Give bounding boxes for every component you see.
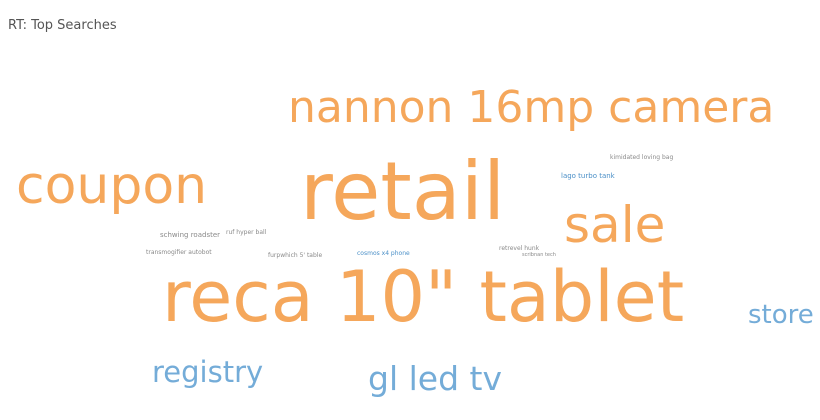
word-coupon[interactable]: coupon xyxy=(16,160,207,212)
word-schwing-roadster[interactable]: schwing roadster xyxy=(160,232,220,239)
word-gl-led-tv[interactable]: gl led tv xyxy=(368,362,502,395)
word-sale[interactable]: sale xyxy=(564,200,665,250)
word-ruf-hyper-ball[interactable]: ruf hyper ball xyxy=(226,230,266,236)
panel-title: RT: Top Searches xyxy=(8,18,117,33)
word-nannon-16mp-camera[interactable]: nannon 16mp camera xyxy=(288,86,774,130)
word-retail[interactable]: retail xyxy=(300,152,505,232)
word-scribnan-tech[interactable]: scribnan tech xyxy=(522,253,556,258)
word-lago-turbo-tank[interactable]: lago turbo tank xyxy=(561,173,615,180)
word-reca-10-tablet[interactable]: reca 10" tablet xyxy=(162,262,684,332)
word-kimidated-loving-bag[interactable]: kimidated loving bag xyxy=(610,155,673,161)
word-cosmos-x4-phone[interactable]: cosmos x4 phone xyxy=(357,251,410,257)
word-store[interactable]: store xyxy=(748,302,814,328)
word-transmogifier-autobot[interactable]: transmogifier autobot xyxy=(146,250,212,256)
word-furpwhich-table[interactable]: furpwhich 5' table xyxy=(268,253,322,259)
word-registry[interactable]: registry xyxy=(152,358,263,387)
